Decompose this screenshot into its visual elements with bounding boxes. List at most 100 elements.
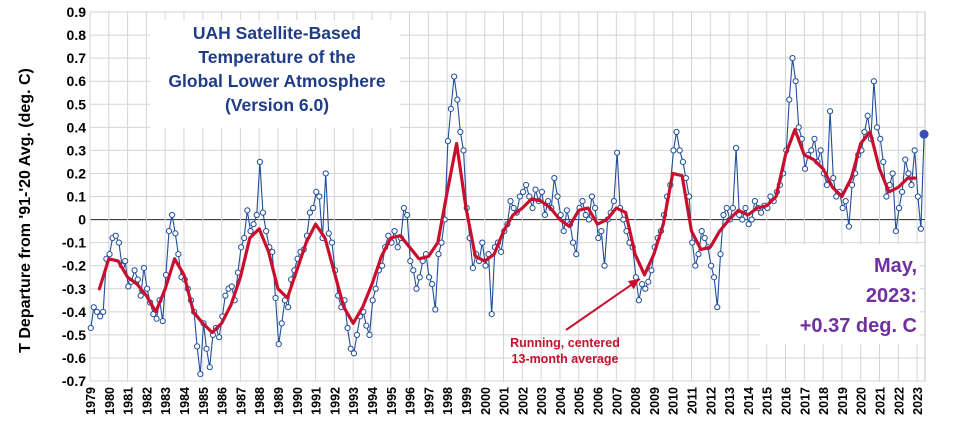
title-background <box>150 20 400 128</box>
x-tick-label: 1992 <box>328 387 342 415</box>
monthly-data-point <box>520 188 527 195</box>
monthly-data-point <box>328 239 336 246</box>
chart-title-line: (Version 6.0) <box>225 95 329 115</box>
x-tick-label: 2007 <box>610 387 624 415</box>
x-tick-label: 2017 <box>798 387 812 415</box>
monthly-data-point <box>914 193 921 200</box>
monthly-data-point <box>563 207 571 214</box>
x-tick-label: 2021 <box>874 387 888 415</box>
monthly-data-point <box>845 223 852 230</box>
monthly-data-point <box>786 96 793 103</box>
x-tick-label: 1989 <box>272 387 286 415</box>
x-tick-label: 1990 <box>291 387 305 415</box>
x-tick-label: 1996 <box>404 387 418 415</box>
monthly-data-point <box>801 165 809 172</box>
monthly-data-point <box>638 281 646 288</box>
monthly-data-point <box>228 283 235 290</box>
monthly-data-point <box>582 211 589 219</box>
monthly-data-point <box>479 239 486 246</box>
monthly-data-point <box>833 193 840 200</box>
monthly-data-point <box>447 105 455 112</box>
monthly-data-point <box>538 188 546 195</box>
monthly-data-point <box>263 227 270 235</box>
monthly-data-point <box>432 306 439 313</box>
monthly-data-point <box>122 257 129 265</box>
y-tick-label: -0.4 <box>62 304 86 320</box>
monthly-data-point <box>573 251 580 258</box>
x-tick-label: 2009 <box>648 387 662 415</box>
monthly-data-point <box>529 204 536 212</box>
monthly-data-point <box>131 267 138 274</box>
monthly-data-point <box>457 128 464 136</box>
monthly-data-point <box>748 216 755 223</box>
monthly-data-point <box>902 156 909 163</box>
monthly-data-point <box>620 216 627 223</box>
x-tick-label: 1980 <box>103 387 117 415</box>
x-tick-label: 2014 <box>742 387 756 415</box>
monthly-data-point <box>222 292 229 299</box>
monthly-data-point <box>404 211 411 219</box>
monthly-data-point <box>695 251 702 258</box>
monthly-data-point <box>316 193 323 200</box>
monthly-data-point <box>689 239 696 246</box>
y-tick-label: 0.5 <box>67 96 87 112</box>
monthly-data-point <box>306 209 314 216</box>
x-tick-label: 1988 <box>253 387 267 415</box>
monthly-data-point <box>560 227 567 235</box>
monthly-data-point <box>272 294 279 302</box>
monthly-data-point <box>175 251 182 258</box>
monthly-data-point <box>598 227 605 235</box>
monthly-data-point <box>366 331 373 338</box>
monthly-data-point <box>751 198 758 205</box>
monthly-data-point <box>165 227 173 235</box>
monthly-data-point <box>97 313 104 320</box>
series-layer <box>87 55 929 378</box>
monthly-data-point <box>125 283 132 290</box>
monthly-data-point <box>426 274 433 281</box>
monthly-data-point <box>106 251 113 258</box>
x-tick-label: 2018 <box>817 387 831 415</box>
monthly-data-point <box>134 276 141 283</box>
monthly-data-point <box>720 211 727 219</box>
monthly-data-point <box>115 239 123 246</box>
monthly-data-point <box>310 204 317 212</box>
monthly-data-point <box>877 135 884 142</box>
monthly-data-point <box>826 108 834 115</box>
annotation-arrow-shaft <box>565 278 641 331</box>
latest-data-point <box>919 129 929 139</box>
monthly-data-point <box>635 297 642 304</box>
monthly-data-point <box>369 297 376 304</box>
monthly-data-point <box>889 170 896 177</box>
monthly-data-point <box>767 193 774 200</box>
x-tick-label: 1991 <box>310 387 324 415</box>
monthly-data-point <box>172 230 179 237</box>
y-tick-label: -0.5 <box>62 327 86 343</box>
monthly-data-point <box>554 193 561 200</box>
monthly-data-point <box>551 174 558 182</box>
monthly-data-point <box>482 262 489 269</box>
monthly-data-point <box>642 285 649 292</box>
monthly-data-point <box>416 274 423 281</box>
x-tick-label: 1995 <box>385 387 399 415</box>
monthly-data-point <box>591 204 599 212</box>
monthly-data-point <box>830 174 837 182</box>
monthly-data-point <box>250 221 257 228</box>
monthly-data-point <box>488 311 495 318</box>
monthly-data-point <box>238 244 245 251</box>
monthly-data-point <box>394 244 401 251</box>
y-tick-label: 0.9 <box>67 4 87 20</box>
monthly-data-point <box>413 285 420 292</box>
x-tick-label: 2003 <box>535 387 549 415</box>
monthly-data-point <box>435 251 442 258</box>
x-tick-label: 1986 <box>216 387 230 415</box>
x-tick-label: 2011 <box>686 387 700 414</box>
monthly-data-point <box>585 216 592 223</box>
monthly-data-point <box>363 322 370 329</box>
y-tick-label: 0.7 <box>67 50 87 66</box>
monthly-data-point <box>429 281 436 288</box>
y-tick-label: -0.7 <box>62 373 86 389</box>
monthly-data-point <box>717 251 724 258</box>
monthly-data-point <box>407 257 414 265</box>
monthly-data-point <box>469 264 477 272</box>
